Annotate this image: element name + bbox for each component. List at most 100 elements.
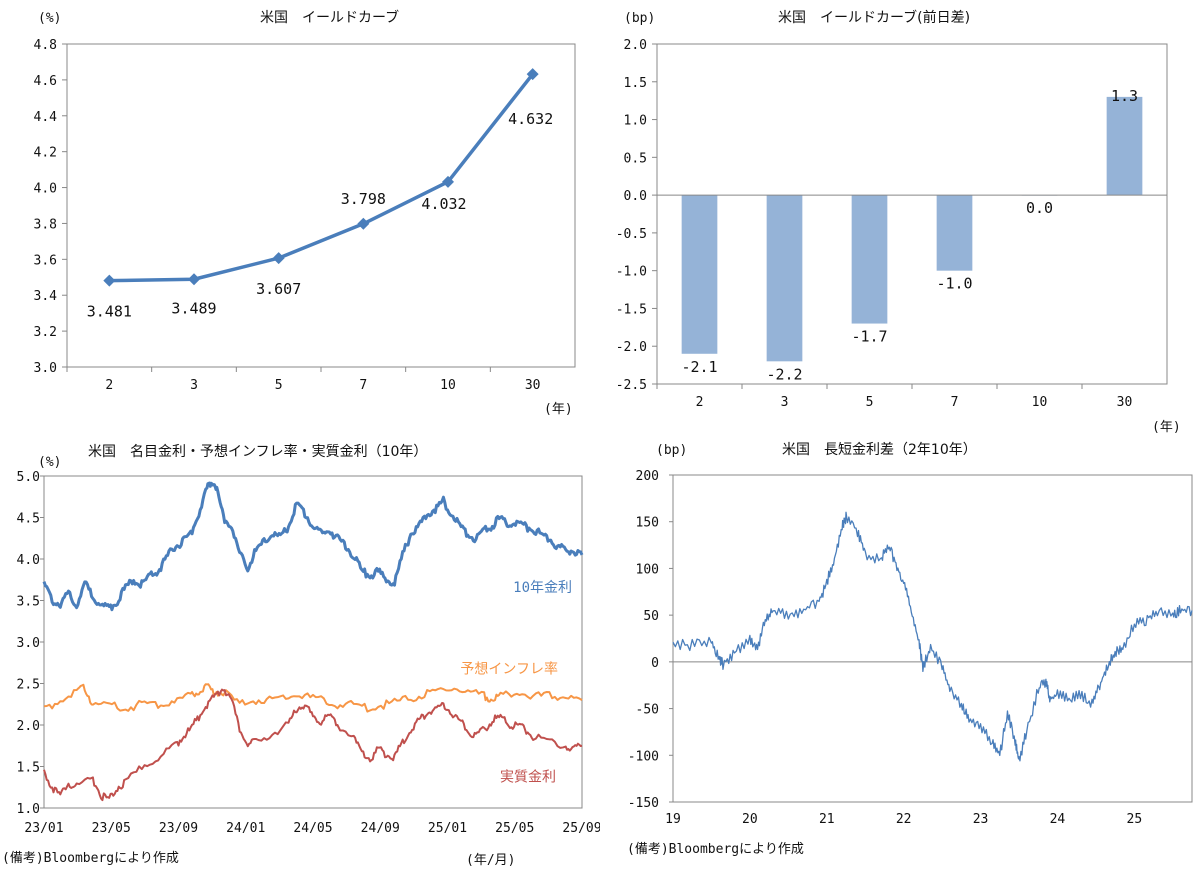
data-point-marker bbox=[188, 273, 200, 286]
yield-change-chart: 米国 イールドカーブ(前日差) (bp) (年) -2.5 -2.0 -1.5 -1.… bbox=[600, 0, 1201, 440]
y-tick-label: 0 bbox=[651, 656, 659, 671]
yield-curve-svg: 米国 イールドカーブ (%) (年) 3.0 3.2 3.4 3.6 3.8 4.0 4.2… bbox=[34, 9, 576, 417]
bar bbox=[851, 195, 888, 324]
x-unit-label: (年) bbox=[544, 402, 573, 417]
y-tick-label: -2.0 bbox=[616, 340, 647, 355]
data-point-marker bbox=[442, 175, 454, 188]
y-tick-label: -0.5 bbox=[616, 227, 647, 242]
rates-decomposition-svg: 米国 名目金利・予想インフレ率・実質金利（10年） (%) 1.0 1.5 2.0 2… bbox=[17, 443, 602, 836]
y-tick-label: 4.0 bbox=[34, 182, 57, 197]
data-label: 4.032 bbox=[421, 195, 466, 213]
x-tick-label: 23 bbox=[973, 812, 989, 827]
y-tick-label: 4.6 bbox=[34, 74, 57, 89]
data-label: -2.1 bbox=[681, 358, 717, 376]
x-unit-label-left: (年/月) bbox=[466, 853, 516, 868]
y-tick-label: -1.5 bbox=[616, 302, 647, 317]
series-line bbox=[672, 511, 1193, 762]
y-tick-label: 4.8 bbox=[34, 38, 57, 53]
plot-area bbox=[656, 43, 1168, 385]
y-tick-label: 50 bbox=[643, 609, 659, 624]
yield-change-svg: 米国 イールドカーブ(前日差) (bp) (年) -2.5 -2.0 -1.5 -1.… bbox=[616, 9, 1181, 435]
data-label: 4.632 bbox=[508, 110, 553, 128]
source-note-right: (備考)Bloombergにより作成 bbox=[627, 842, 804, 857]
data-point-marker bbox=[357, 217, 370, 230]
series-line bbox=[43, 688, 583, 802]
data-label: 3.798 bbox=[341, 190, 386, 208]
data-point-marker bbox=[526, 68, 539, 81]
data-label: -1.0 bbox=[936, 275, 972, 293]
y-tick-label: 1.0 bbox=[17, 802, 40, 817]
y-tick-label: -100 bbox=[628, 749, 659, 764]
x-tick-label: 30 bbox=[1117, 395, 1133, 410]
y-tick-label: 4.4 bbox=[34, 110, 58, 125]
y-tick-label: 4.2 bbox=[34, 146, 57, 161]
x-tick-label: 10 bbox=[440, 378, 456, 393]
x-tick-label: 2 bbox=[105, 378, 113, 393]
y-tick-label: 5.0 bbox=[17, 470, 40, 485]
x-tick-label: 7 bbox=[951, 395, 959, 410]
plot-area bbox=[66, 43, 576, 368]
rates-decomposition-chart: 米国 名目金利・予想インフレ率・実質金利（10年） (%) 1.0 1.5 2.0 2… bbox=[0, 440, 602, 868]
bar bbox=[681, 195, 718, 354]
x-tick-label: 23/09 bbox=[159, 821, 198, 836]
y-tick-label: 0.5 bbox=[624, 151, 647, 166]
x-tick-label: 25/05 bbox=[495, 821, 534, 836]
y-tick-label: 4.5 bbox=[17, 512, 40, 527]
plot-area bbox=[672, 474, 1193, 803]
x-tick-label: 2 bbox=[696, 395, 704, 410]
y-tick-label: 200 bbox=[636, 469, 659, 484]
chart-title: 米国 イールドカーブ bbox=[260, 9, 399, 26]
yield-curve-chart: 米国 イールドカーブ (%) (年) 3.0 3.2 3.4 3.6 3.8 4.0 4.2… bbox=[0, 0, 600, 420]
x-tick-label: 3 bbox=[781, 395, 789, 410]
yield-spread-chart: 米国 長短金利差（2年10年） (bp) -150 -100 -50 0 50 100 15… bbox=[600, 440, 1201, 868]
series-label: 10年金利 bbox=[513, 580, 572, 596]
bar bbox=[936, 195, 973, 271]
series-label: 実質金利 bbox=[500, 769, 556, 785]
x-tick-label: 25/01 bbox=[428, 821, 467, 836]
y-tick-label: 1.5 bbox=[17, 761, 40, 776]
x-tick-label: 24/01 bbox=[226, 821, 265, 836]
y-tick-label: 3.4 bbox=[34, 289, 58, 304]
x-tick-label: 24 bbox=[1050, 812, 1066, 827]
chart-title: 米国 長短金利差（2年10年） bbox=[782, 442, 977, 458]
x-tick-label: 30 bbox=[525, 378, 541, 393]
y-tick-label: -1.0 bbox=[616, 265, 647, 280]
x-tick-label: 24/05 bbox=[293, 821, 332, 836]
bar bbox=[1106, 96, 1143, 196]
chart-title: 米国 名目金利・予想インフレ率・実質金利（10年） bbox=[88, 443, 427, 460]
data-label: 1.3 bbox=[1111, 87, 1138, 105]
y-tick-label: 150 bbox=[636, 516, 659, 531]
x-tick-label: 21 bbox=[819, 812, 835, 827]
y-tick-label: 3.2 bbox=[34, 325, 57, 340]
x-tick-label: 20 bbox=[742, 812, 758, 827]
data-label: 3.481 bbox=[87, 303, 132, 321]
x-tick-label: 23/05 bbox=[92, 821, 131, 836]
data-label: 3.489 bbox=[171, 299, 216, 317]
series-line bbox=[43, 683, 583, 713]
x-tick-label: 25/09 bbox=[562, 821, 600, 836]
y-tick-label: 3.5 bbox=[17, 595, 40, 610]
y-unit-label: (bp) bbox=[624, 11, 655, 26]
y-tick-label: 2.5 bbox=[17, 678, 40, 693]
y-tick-label: 4.0 bbox=[17, 553, 40, 568]
y-tick-label: 0.0 bbox=[624, 189, 647, 204]
data-point-marker bbox=[103, 274, 116, 287]
y-unit-label: (%) bbox=[38, 11, 61, 26]
y-tick-label: 3.0 bbox=[34, 361, 57, 376]
x-unit-label: (年) bbox=[1152, 420, 1181, 435]
x-tick-label: 19 bbox=[665, 812, 681, 827]
x-tick-label: 5 bbox=[275, 378, 283, 393]
x-tick-label: 5 bbox=[866, 395, 874, 410]
y-tick-label: 2.0 bbox=[624, 38, 647, 53]
x-tick-label: 22 bbox=[896, 812, 912, 827]
y-tick-label: 3.8 bbox=[34, 217, 57, 232]
data-label: -1.7 bbox=[851, 328, 887, 346]
source-note-left: (備考)Bloombergにより作成 bbox=[2, 851, 179, 866]
series-line bbox=[109, 73, 535, 283]
series-line bbox=[42, 481, 584, 612]
x-tick-label: 10 bbox=[1032, 395, 1048, 410]
y-tick-label: 3.0 bbox=[17, 636, 40, 651]
y-tick-label: -150 bbox=[628, 796, 659, 811]
data-point-marker bbox=[272, 252, 285, 265]
y-tick-label: 2.0 bbox=[17, 719, 40, 734]
